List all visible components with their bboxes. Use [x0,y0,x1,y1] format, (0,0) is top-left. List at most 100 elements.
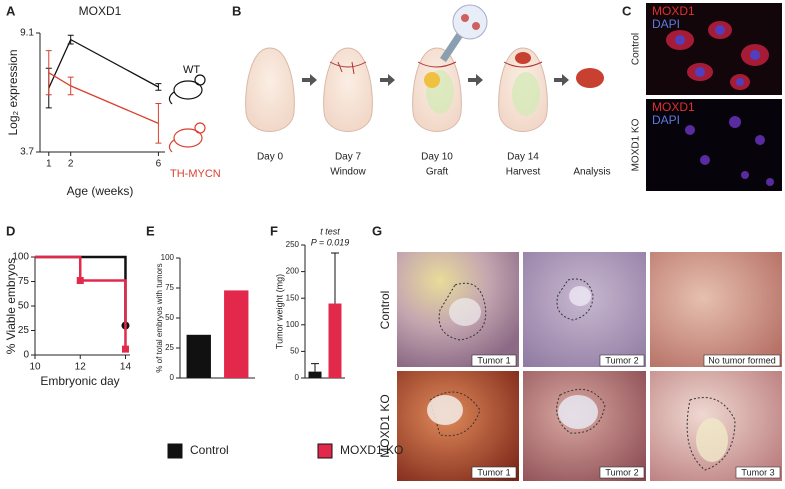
y-tick-label: 0 [295,373,300,382]
row-label: MOXD1 KO [631,118,642,171]
y-tick-label: 200 [286,267,300,276]
y-tick-label: 100 [286,320,300,329]
micrograph [646,99,782,191]
x-tick-label: 1 [46,159,52,170]
cells [666,21,769,90]
axis-line [34,257,130,356]
y-tick-label: 0 [23,350,29,361]
y-tick-label: 50 [165,313,174,322]
panel-letter: B [232,3,241,18]
tile-label: Tumor 2 [605,467,638,477]
tile-label-boxes [471,354,781,479]
y-tick-label: 75 [165,283,174,292]
y-tick-label: 250 [286,240,300,249]
y-tick-label: 100 [12,252,29,263]
x-axis-label: Age (weeks) [67,184,134,198]
tumor [696,418,728,462]
egg [245,47,295,132]
y-tick-label: 3.7 [20,147,34,158]
legend-label: Control [190,443,229,457]
legend-label: WT [183,64,200,76]
y-tick-label: 0 [170,373,175,382]
y-tick-label: 75 [18,276,30,287]
y-tick-label: 100 [161,253,175,262]
vessels [329,61,367,75]
panel-letter: G [372,223,382,238]
panel-letter: A [6,3,16,18]
x-tick-label: 2 [68,159,74,170]
y-tick-label: 150 [286,293,300,302]
annotation: P = 0.019 [311,237,349,247]
step-day: Day 0 [257,152,284,163]
vessels [503,61,543,68]
error-bar [67,76,74,96]
x-tick-label: 12 [75,362,87,373]
panel-letter: E [146,223,155,238]
y-tick-label: 9.1 [20,28,34,39]
tumor [427,395,463,425]
chart-title: MOXD1 [79,4,122,18]
bar [308,371,322,378]
diagram: Day 0 Day 7 Window Day 10 Graft Day 14 H… [245,4,611,178]
step-day: Day 7 [335,152,362,163]
tile-label: Tumor 3 [741,467,774,477]
photos: Tumor 1 Tumor 2 No tumor formed Tumor 1 … [378,252,782,481]
photo [397,371,519,481]
error-bar [45,50,52,96]
y-tick-label: 50 [18,301,30,312]
nuclei [675,25,760,86]
step-label: Graft [426,167,448,178]
x-tick-label: 6 [156,159,162,170]
mouse-icon [168,122,206,153]
marker [121,345,129,353]
x-axis-label: Embryonic day [40,374,119,388]
legend-swatch [317,443,333,459]
y-axis-label: % Viable embryos [4,258,18,355]
mouse-icon [168,74,206,105]
row-label: Control [631,33,642,65]
annotation: t test [320,226,340,236]
tumor [558,395,598,429]
step-label: Harvest [506,167,541,178]
legend-label: TH-MYCN [170,168,221,180]
cells-bubble [452,4,488,40]
stain-label: MOXD1 [652,4,695,18]
error-bar [155,103,162,144]
photo [523,252,646,367]
error-bar [155,83,162,91]
nuclei [685,116,774,186]
stain-label: DAPI [652,113,680,127]
stain-label: DAPI [652,17,680,31]
line [48,72,159,124]
legend-swatch [167,443,183,459]
tile-label: Tumor 2 [605,355,638,365]
micrographs: MOXD1 DAPI MOXD1 DAPI Control MOXD1 KO [631,3,782,191]
y-axis-label: Tumor weight (mg) [274,274,284,349]
photo [650,252,782,367]
y-axis-label: % of total embryos with tumors [155,263,164,372]
arrows [302,74,569,86]
step-line [35,255,82,281]
embryo [424,72,440,88]
error-bar [311,363,319,372]
legend-label: MOXD1 KO [340,443,403,457]
row-label: MOXD1 KO [378,394,392,457]
x-tick-label: 10 [29,362,41,373]
cell [461,14,469,22]
x-tick-label: 14 [120,362,132,373]
panel-letter: D [6,223,15,238]
panel-letters: A B C D E F G [6,3,632,238]
step-line [80,279,127,350]
tumor-outline [429,278,736,471]
bar [328,303,342,378]
panel-letter: F [270,223,278,238]
axis-line [39,33,165,153]
tumor [576,68,604,88]
y-tick-label: 25 [18,325,30,336]
step-label: Analysis [573,167,610,178]
step-day: Day 14 [507,152,539,163]
cell [472,22,480,30]
y-tick-label: 50 [290,347,299,356]
vessels [417,61,457,68]
